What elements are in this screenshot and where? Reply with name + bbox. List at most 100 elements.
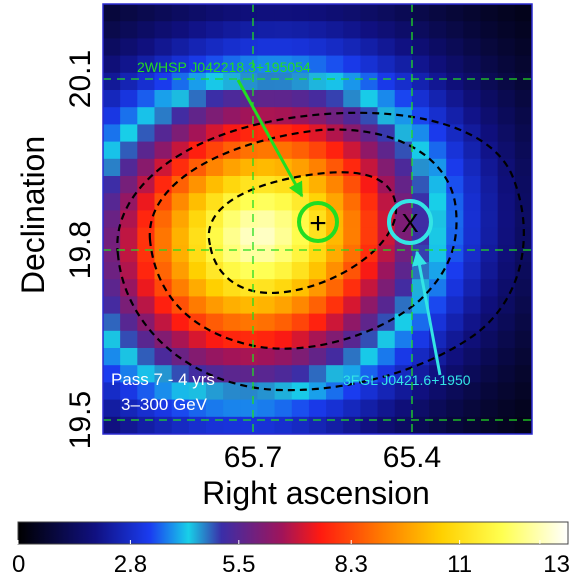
- heatmap-cell: [154, 21, 173, 39]
- heatmap-cell: [394, 262, 413, 280]
- contour-middle: [148, 128, 458, 350]
- heatmap-cell: [429, 279, 447, 297]
- heatmap-cell: [411, 4, 430, 22]
- heatmap-cell: [291, 330, 310, 349]
- heatmap-cell: [137, 176, 156, 194]
- heatmap-cell: [257, 399, 276, 418]
- heatmap-cell: [120, 262, 138, 280]
- x-axis-label: Right ascension: [202, 475, 430, 511]
- heatmap-cell: [411, 279, 430, 297]
- heatmap-cell: [103, 124, 121, 143]
- heatmap-cell: [429, 416, 447, 434]
- heatmap-cell: [274, 262, 293, 280]
- heatmap-cell: [171, 193, 190, 211]
- heatmap-cell: [343, 348, 361, 366]
- heatmap-cell: [274, 296, 293, 315]
- heatmap-cell: [343, 227, 361, 246]
- heatmap-cell: [480, 416, 499, 434]
- heatmap-cell: [103, 90, 121, 108]
- heatmap-cell: [188, 330, 207, 349]
- heatmap-cell: [240, 210, 259, 229]
- heatmap-cell: [291, 416, 310, 434]
- heatmap-cell: [480, 38, 499, 57]
- heatmap-cell: [326, 107, 344, 125]
- heatmap-cell: [360, 382, 379, 401]
- heatmap-cell: [463, 107, 482, 125]
- heatmap-cell: [377, 38, 396, 57]
- heatmap-cell: [188, 296, 207, 315]
- heatmap-cell: [171, 21, 190, 39]
- heatmap-cell: [257, 72, 276, 91]
- heatmap-cell: [223, 124, 241, 143]
- heatmap-cell: [463, 55, 482, 74]
- heatmap-cell: [463, 330, 482, 349]
- heatmap-cell: [154, 107, 173, 125]
- heatmap-cell: [326, 313, 344, 332]
- colorbar-tick-label: 11: [447, 551, 472, 578]
- heatmap-cell: [291, 55, 310, 74]
- heatmap-cell: [137, 244, 156, 263]
- heatmap-cell: [429, 141, 447, 160]
- heatmap-cell: [514, 348, 532, 366]
- heatmap-cell: [274, 124, 293, 143]
- heatmap-cell: [257, 4, 276, 22]
- heatmap-cell: [240, 296, 259, 315]
- heatmap-cell: [291, 365, 310, 383]
- heatmap-cell: [377, 176, 396, 194]
- heatmap-cell: [120, 227, 138, 246]
- heatmap-cell: [257, 382, 276, 401]
- heatmap-cell: [360, 107, 379, 125]
- heatmap-cell: [497, 141, 516, 160]
- heatmap-cell: [326, 72, 344, 91]
- heatmap-cell: [343, 365, 361, 383]
- heatmap-cell: [429, 193, 447, 211]
- colorbar-tick-label: 13: [543, 551, 570, 578]
- heatmap-cell: [326, 90, 344, 108]
- heatmap-cell: [137, 4, 156, 22]
- heatmap-cell: [171, 399, 190, 418]
- heatmap-cell: [514, 141, 532, 160]
- heatmap-cell: [291, 244, 310, 263]
- heatmap-cell: [394, 55, 413, 74]
- source-3fgl-circle: [387, 199, 433, 245]
- heatmap-cell: [308, 382, 327, 401]
- heatmap-cell: [429, 124, 447, 143]
- heatmap-cell: [514, 107, 532, 125]
- heatmap-cell: [171, 176, 190, 194]
- heatmap-cell: [480, 72, 499, 91]
- heatmap-cell: [137, 279, 156, 297]
- heatmap-cell: [291, 227, 310, 246]
- heatmap-cell: [480, 365, 499, 383]
- heatmap-cell: [308, 55, 327, 74]
- heatmap-cell: [480, 158, 499, 177]
- heatmap-cell: [497, 330, 516, 349]
- heatmap-cell: [429, 244, 447, 263]
- heatmap-cell: [394, 416, 413, 434]
- heatmap-cell: [308, 416, 327, 434]
- heatmap-cell: [326, 244, 344, 263]
- heatmap-cell: [394, 279, 413, 297]
- heatmap-cell: [394, 21, 413, 39]
- heatmap-cell: [223, 348, 241, 366]
- heatmap-cell: [480, 210, 499, 229]
- heatmap-cell: [291, 382, 310, 401]
- heatmap-cell: [326, 348, 344, 366]
- heatmap-cell: [137, 158, 156, 177]
- heatmap-cell: [360, 72, 379, 91]
- heatmap-cell: [103, 21, 121, 39]
- heatmap-cell: [120, 38, 138, 57]
- heatmap-cell: [326, 399, 344, 418]
- heatmap-cell: [463, 210, 482, 229]
- heatmap-cell: [171, 55, 190, 74]
- heatmap-cell: [205, 279, 224, 297]
- heatmap-cell: [223, 176, 241, 194]
- heatmap-cell: [171, 262, 190, 280]
- heatmap-cell: [446, 4, 464, 22]
- heatmap-cell: [240, 38, 259, 57]
- heatmap-cell: [137, 38, 156, 57]
- heatmap-cell: [274, 4, 293, 22]
- heatmap-cell: [103, 227, 121, 246]
- heatmap-cell: [514, 38, 532, 57]
- heatmap-cell: [188, 279, 207, 297]
- heatmap-cell: [497, 227, 516, 246]
